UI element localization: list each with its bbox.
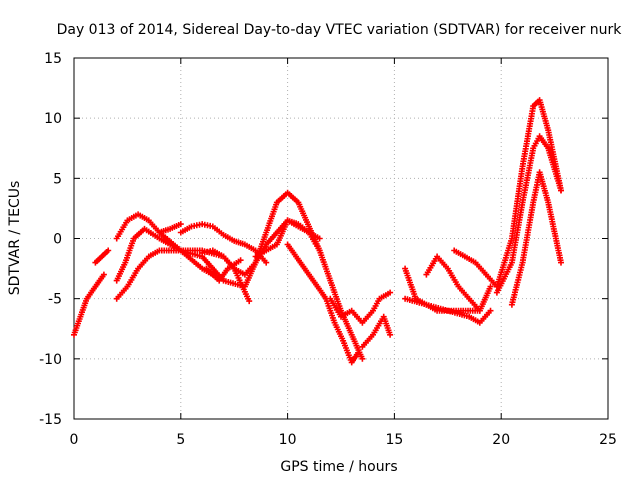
series-track-4 <box>113 247 253 305</box>
y-tick-label: 5 <box>53 171 62 187</box>
x-tick-label: 25 <box>599 432 617 448</box>
point-markers <box>359 313 394 350</box>
x-tick-label: 5 <box>176 432 185 448</box>
point-markers <box>71 271 107 338</box>
point-markers <box>92 247 112 266</box>
x-axis-label: GPS time / hours <box>280 459 397 475</box>
x-tick-label: 20 <box>492 432 510 448</box>
x-tick-label: 15 <box>385 432 403 448</box>
y-tick-label: 15 <box>44 51 62 67</box>
series-track-17 <box>451 97 564 290</box>
point-markers <box>423 253 483 314</box>
series-track-2 <box>92 247 112 266</box>
series-track-6 <box>156 221 184 236</box>
point-markers <box>284 241 362 366</box>
y-tick-labels: -15 -10 -5 0 5 10 15 <box>39 51 62 428</box>
x-tick-label: 0 <box>70 432 79 448</box>
point-markers <box>203 257 244 284</box>
series-track-9 <box>203 257 244 284</box>
point-markers <box>402 295 494 326</box>
series-track-16 <box>423 253 483 314</box>
chart-title: Day 013 of 2014, Sidereal Day-to-day VTE… <box>57 22 623 38</box>
y-axis-label: SDTVAR / TECUs <box>7 181 23 296</box>
series-track-12 <box>327 289 394 326</box>
series-track-19 <box>508 169 564 308</box>
series-track-15 <box>402 295 494 326</box>
series-track-5 <box>113 211 216 278</box>
point-markers <box>113 247 253 305</box>
point-markers <box>451 97 564 290</box>
series-track-13 <box>359 313 394 350</box>
y-tick-label: 0 <box>53 232 62 248</box>
x-tick-label: 10 <box>279 432 297 448</box>
y-tick-label: 10 <box>44 111 62 127</box>
series-track-18 <box>493 133 564 296</box>
series-track-1 <box>71 271 107 338</box>
series-track-11 <box>284 241 362 366</box>
point-markers <box>508 169 564 308</box>
data-series <box>71 97 564 366</box>
point-markers <box>113 211 216 278</box>
y-tick-label: -10 <box>39 352 62 368</box>
point-markers <box>493 133 564 296</box>
axis-ticks <box>73 57 609 420</box>
y-tick-label: -5 <box>48 292 62 308</box>
x-tick-labels: 0 5 10 15 20 25 <box>70 432 617 448</box>
grid-lines <box>74 58 608 419</box>
series-track-10 <box>252 217 323 260</box>
point-markers <box>252 217 323 260</box>
point-markers <box>156 221 184 236</box>
point-markers <box>327 289 394 326</box>
y-tick-label: -15 <box>39 412 62 428</box>
